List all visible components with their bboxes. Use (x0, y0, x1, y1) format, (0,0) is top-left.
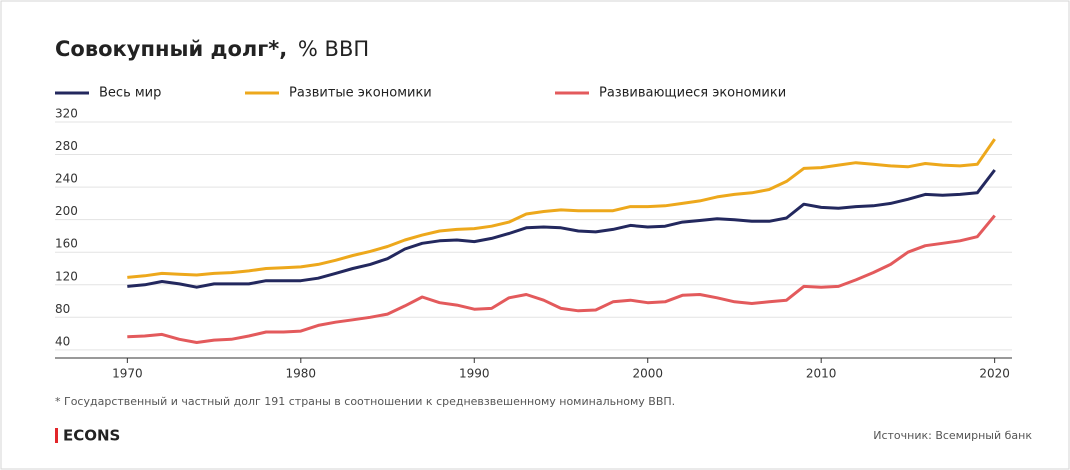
footnote: * Государственный и частный долг 191 стр… (55, 395, 675, 408)
y-tick-label: 240 (55, 172, 78, 186)
legend-label: Развивающиеся экономики (599, 86, 786, 101)
y-tick-label: 120 (55, 269, 78, 283)
x-tick-label: 2000 (632, 367, 663, 381)
brand: ECONS (63, 427, 120, 445)
y-tick-label: 280 (55, 139, 78, 153)
chart-title: Совокупный долг*, % ВВП (55, 37, 369, 61)
y-tick-label: 200 (55, 204, 78, 218)
brand-bar (55, 428, 58, 443)
x-tick-label: 1970 (112, 367, 143, 381)
series-line (127, 138, 996, 279)
title-main: Совокупный долг*, (55, 37, 287, 61)
y-tick-label: 320 (55, 107, 78, 121)
x-tick-label: 2010 (806, 367, 837, 381)
series-line (127, 169, 996, 289)
y-tick-label: 160 (55, 237, 78, 251)
source: Источник: Всемирный банк (873, 429, 1032, 442)
x-tick-label: 1990 (459, 367, 490, 381)
legend-label: Развитые экономики (289, 86, 432, 101)
x-tick-label: 2020 (979, 367, 1010, 381)
legend-label: Весь мир (99, 86, 161, 101)
series-line (127, 214, 996, 344)
y-tick-label: 80 (55, 302, 70, 316)
y-tick-label: 40 (55, 334, 70, 348)
x-tick-label: 1980 (286, 367, 317, 381)
title-unit: % ВВП (298, 37, 369, 61)
